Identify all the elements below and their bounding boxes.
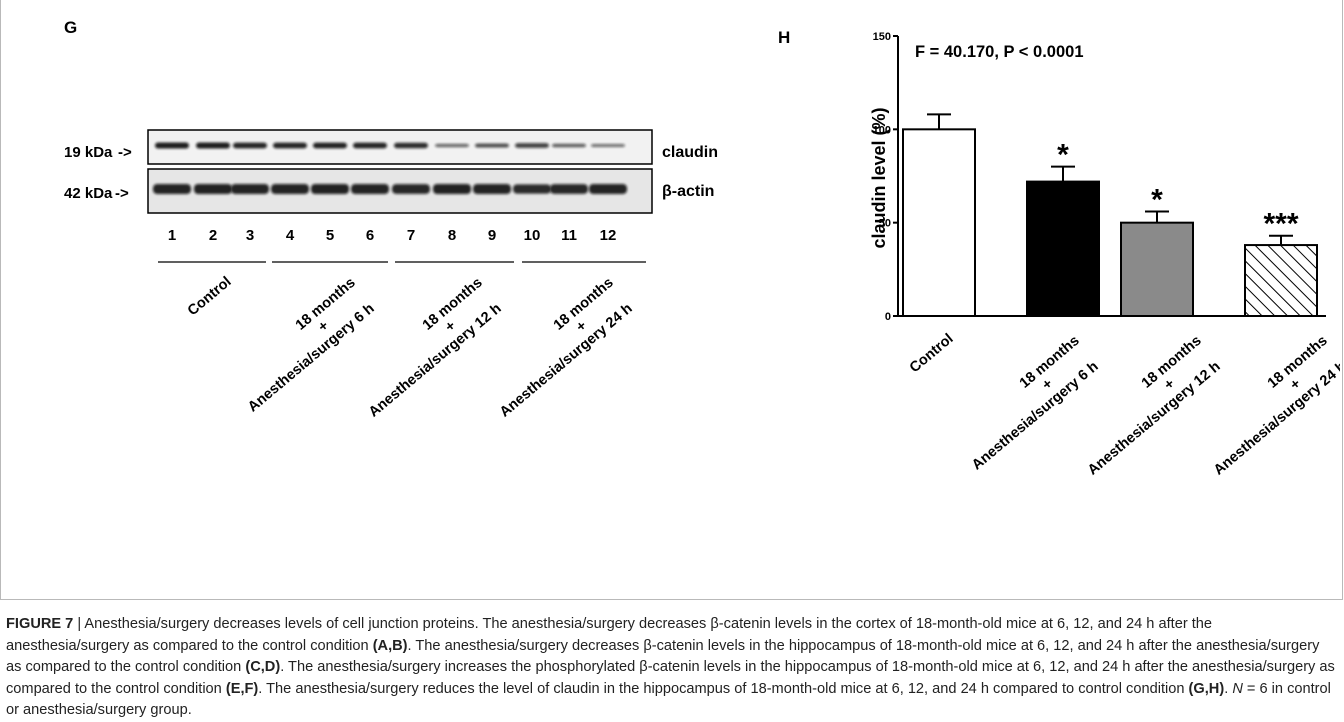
- caption-segment: (A,B): [372, 637, 408, 654]
- actin-band: [473, 184, 511, 194]
- claudin-band: [394, 142, 428, 149]
- x-category-label: Control: [907, 331, 957, 376]
- protein-actin-label: β-actin: [662, 183, 714, 200]
- caption-segment: N: [1232, 680, 1243, 697]
- claudin-band: [353, 142, 387, 149]
- claudin-band: [591, 143, 625, 148]
- y-tick-label: 0: [885, 311, 891, 323]
- caption-separator: |: [73, 616, 85, 632]
- panel-g-letter: G: [64, 18, 78, 37]
- claudin-band: [475, 143, 509, 148]
- group-label-control: Control: [185, 274, 235, 319]
- claudin-band: [313, 142, 347, 149]
- lane-number: 1: [168, 227, 176, 244]
- lane-number: 8: [448, 227, 456, 244]
- marker-19kda-label: 19 kDa: [64, 144, 113, 161]
- lane-number: 9: [488, 227, 496, 244]
- lane-number: 6: [366, 227, 374, 244]
- caption-body: Anesthesia/surgery decreases levels of c…: [6, 616, 1335, 718]
- figure-caption: FIGURE 7 | Anesthesia/surgery decreases …: [6, 614, 1336, 722]
- actin-band: [392, 184, 430, 194]
- figure-frame: [0, 0, 1343, 600]
- significance-label: ***: [1263, 208, 1298, 241]
- actin-band: [311, 183, 349, 195]
- lane-number: 7: [407, 227, 415, 244]
- actin-band: [351, 184, 389, 194]
- caption-segment: .: [1224, 680, 1233, 697]
- bar: [1244, 244, 1318, 317]
- lane-number: 5: [326, 227, 334, 244]
- protein-claudin-label: claudin: [662, 144, 718, 161]
- marker-42kda-label: 42 kDa: [64, 185, 113, 202]
- claudin-band: [435, 143, 469, 148]
- caption-segment: . The anesthesia/surgery decreases β-cat…: [6, 637, 1320, 676]
- y-tick-label: 100: [873, 124, 891, 136]
- caption-segment: (E,F): [225, 680, 259, 697]
- significance-label: *: [1057, 139, 1069, 172]
- marker-42kda-arrow: ->: [115, 185, 129, 202]
- lane-number: 4: [286, 227, 295, 244]
- y-tick-label: 150: [873, 31, 891, 43]
- claudin-band: [273, 142, 307, 149]
- claudin-band: [155, 142, 189, 149]
- actin-band: [433, 183, 471, 195]
- lane-number: 2: [209, 227, 217, 244]
- actin-band: [153, 184, 191, 194]
- marker-19kda-arrow: ->: [118, 144, 132, 161]
- lane-number: 11: [561, 227, 577, 244]
- significance-label: *: [1151, 183, 1163, 216]
- claudin-band: [196, 142, 230, 149]
- claudin-band: [233, 142, 267, 149]
- caption-figure-label: FIGURE 7: [6, 616, 74, 632]
- caption-segment: Anesthesia/surgery decreases levels of c…: [6, 616, 1213, 654]
- lane-number: 10: [524, 227, 541, 244]
- caption-segment: (C,D): [245, 659, 281, 675]
- actin-band: [194, 183, 232, 195]
- stat-annotation: F = 40.170, P < 0.0001: [915, 43, 1084, 61]
- caption-segment: (G,H): [1188, 680, 1225, 697]
- lane-number: 3: [246, 227, 254, 244]
- actin-band: [550, 184, 588, 194]
- y-tick-label: 50: [879, 218, 891, 230]
- bar: [1120, 221, 1194, 318]
- panel-h-letter: H: [778, 28, 791, 47]
- bar: [1026, 180, 1100, 317]
- actin-band: [589, 184, 627, 194]
- bar: [902, 128, 976, 317]
- lane-number: 12: [600, 227, 617, 244]
- actin-band: [513, 184, 551, 194]
- y-axis-label: claudin level (%): [869, 107, 889, 248]
- caption-segment: . The anesthesia/surgery increases the p…: [6, 659, 1335, 697]
- claudin-band: [552, 143, 586, 148]
- caption-segment: . The anesthesia/surgery reduces the lev…: [258, 680, 1189, 697]
- claudin-band: [515, 143, 549, 148]
- actin-band: [271, 184, 309, 194]
- claudin-bar-chart: F = 40.170, P < 0.0001 claudin level (%)…: [869, 31, 1340, 479]
- actin-band: [231, 184, 269, 194]
